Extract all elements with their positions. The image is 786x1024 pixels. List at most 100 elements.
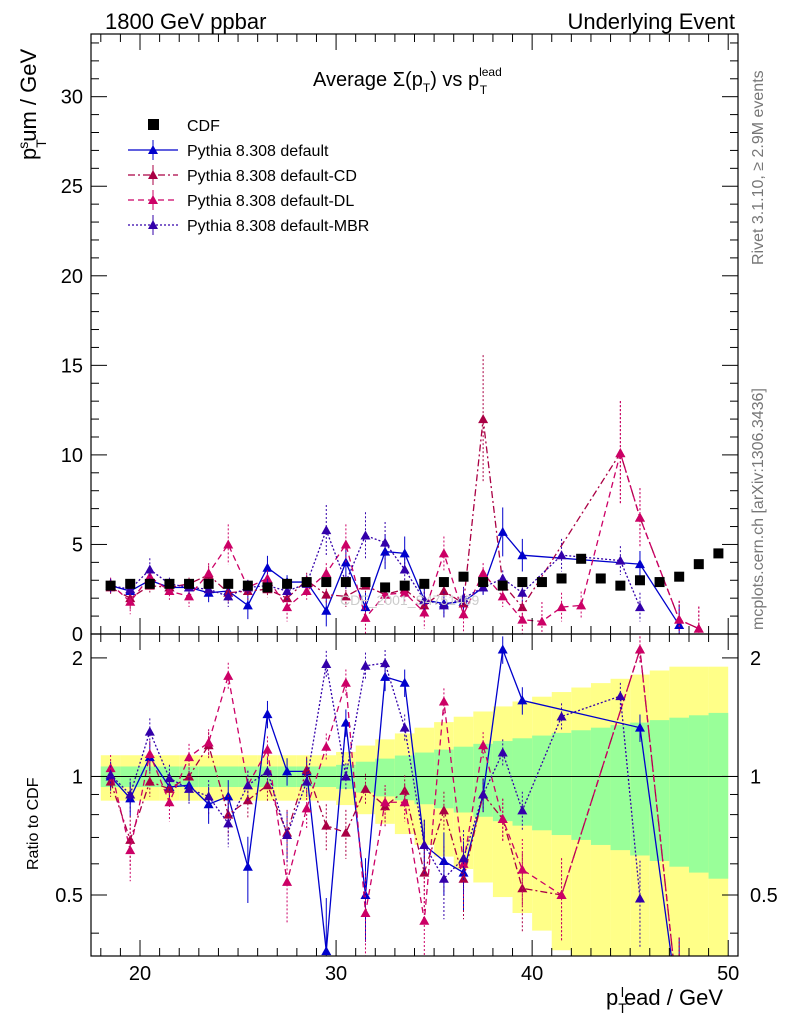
ratio-y-ticks: 0.5 0.5 1 1 2 2 [55, 648, 778, 934]
cdf-data-point [615, 580, 626, 591]
data-point [576, 600, 587, 610]
cdf-data-point [360, 577, 371, 588]
data-point [419, 915, 430, 925]
data-point [497, 591, 508, 601]
series-line [110, 418, 700, 630]
xlabel-sub: T [618, 1000, 627, 1016]
legend-marker [148, 195, 158, 204]
data-point [634, 722, 645, 732]
data-point [380, 671, 391, 681]
ratio-band-inner [355, 761, 376, 793]
data-point [674, 620, 685, 630]
cdf-data-point [419, 578, 430, 589]
data-point [164, 783, 175, 793]
data-point [125, 596, 136, 606]
y-axis-label: pTsum / GeV [15, 49, 49, 160]
ratio-band-inner [708, 712, 729, 879]
ratio-band-inner [375, 758, 395, 797]
data-point [517, 550, 528, 560]
data-point [615, 691, 626, 701]
title-sup: lead [479, 65, 502, 79]
data-point [144, 776, 155, 786]
data-point [262, 709, 273, 719]
ratio-uncertainty-bands [100, 666, 729, 956]
data-point [242, 780, 253, 790]
ratio-band-inner [669, 717, 689, 867]
cdf-data-point [458, 571, 469, 582]
cdf-data-point [576, 553, 587, 564]
ratio-band-inner [551, 732, 572, 836]
data-point [223, 818, 234, 828]
legend-marker [148, 170, 158, 179]
data-point [282, 830, 293, 840]
cdf-data-point [223, 578, 234, 589]
xlabel-p: p [606, 985, 618, 1010]
data-point [497, 813, 508, 823]
ratio-band-inner [590, 727, 611, 845]
data-point [282, 602, 293, 612]
data-point [497, 644, 508, 654]
data-point [438, 805, 449, 815]
data-point [262, 766, 273, 776]
data-point [399, 548, 410, 558]
data-point [144, 749, 155, 759]
data-point [634, 644, 645, 654]
watermark: CDF_2001_S4751469 [340, 592, 480, 608]
rivet-label: Rivet 3.1.10, ≥ 2.9M events [750, 70, 767, 265]
ratio-band-inner [414, 752, 435, 805]
data-point [340, 717, 351, 727]
xlabel-rest: ead / GeV [624, 985, 723, 1010]
data-point [262, 780, 273, 790]
y-tick-label: 30 [61, 87, 83, 109]
legend-label: Pythia 8.308 default [187, 143, 329, 160]
ratio-band-inner [532, 735, 552, 831]
x-tick-label: 40 [521, 963, 543, 985]
data-point [360, 908, 371, 918]
data-point [203, 791, 214, 801]
series-line [110, 649, 672, 956]
data-point [438, 855, 449, 865]
data-point [184, 771, 195, 781]
ylabel-sub: T [33, 139, 49, 148]
data-point [125, 845, 136, 855]
cdf-data-point [125, 578, 136, 589]
data-point [223, 539, 234, 549]
ratio-y-tick-label: 2 [72, 648, 83, 670]
cdf-data-point [242, 580, 253, 591]
data-point [223, 670, 234, 680]
mcplots-label: mcplots.cern.ch [arXiv:1306.3436] [750, 388, 767, 630]
data-point [203, 737, 214, 747]
data-point [125, 789, 136, 799]
cdf-data-point [203, 578, 214, 589]
x-ticks: 20 30 40 50 [100, 34, 739, 985]
data-point [301, 586, 312, 596]
data-point [478, 740, 489, 750]
data-point [419, 594, 430, 604]
legend-label: Pythia 8.308 default-CD [187, 168, 357, 185]
plot-title: Average Σ(pT) vs plead T [313, 65, 502, 97]
data-point [301, 803, 312, 813]
cdf-data-point [399, 580, 410, 591]
data-point [360, 783, 371, 793]
ratio-y-tick-label: 1 [72, 766, 83, 788]
legend-label: Pythia 8.308 default-DL [187, 193, 354, 210]
cdf-data-point [595, 573, 606, 584]
legend-entry: Pythia 8.308 default-MBR [128, 215, 369, 235]
data-point [340, 771, 351, 781]
cdf-data-point [634, 575, 645, 586]
cdf-data-point [340, 577, 351, 588]
ratio-band-inner [688, 715, 709, 873]
data-point [674, 614, 685, 624]
series-pythia-8-308-default [105, 507, 685, 634]
data-point [517, 587, 528, 597]
data-point [223, 809, 234, 819]
data-point [105, 769, 116, 779]
ratio-band-inner [394, 755, 415, 801]
series-cdf [105, 548, 724, 593]
legend-entry: Pythia 8.308 default [128, 140, 329, 160]
data-point [399, 722, 410, 732]
y-tick-label: 5 [72, 534, 83, 556]
main-y-ticks: 0 5 10 15 20 25 30 [61, 42, 738, 646]
data-point [419, 607, 430, 617]
data-point [478, 568, 489, 578]
